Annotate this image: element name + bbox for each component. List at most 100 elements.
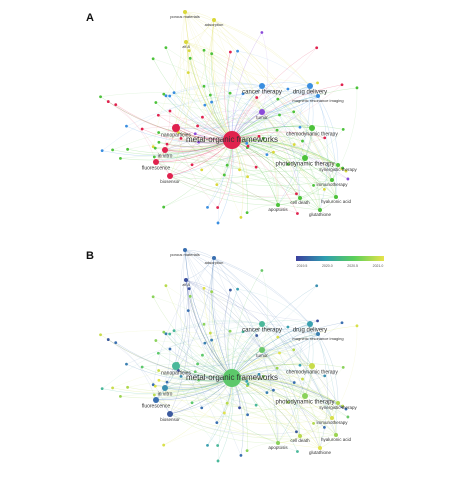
edge xyxy=(231,377,321,449)
node-dot xyxy=(157,378,161,382)
edge xyxy=(126,92,319,127)
edge xyxy=(175,279,189,367)
node-dot xyxy=(255,334,259,337)
edge xyxy=(126,363,233,381)
edge xyxy=(231,139,333,181)
node-label: magnetic resonance imaging xyxy=(292,98,343,103)
node xyxy=(172,362,180,370)
edge xyxy=(155,257,215,401)
edge xyxy=(102,323,263,389)
edge xyxy=(231,377,337,436)
edge xyxy=(299,197,321,211)
node-dot xyxy=(340,321,344,325)
node-dot xyxy=(114,341,118,344)
node xyxy=(172,124,180,132)
node-label: metal-organic frameworks xyxy=(186,373,278,382)
node-dot xyxy=(295,192,298,196)
node-dot xyxy=(241,92,245,96)
node-dot xyxy=(208,93,212,97)
node-dot xyxy=(228,329,232,333)
node xyxy=(259,109,265,115)
node-label: chemodynamic therapy xyxy=(286,369,338,375)
node-label: cell death xyxy=(290,200,310,205)
edge xyxy=(158,142,321,211)
node-dot xyxy=(323,374,327,378)
edge xyxy=(185,279,233,379)
edge xyxy=(164,375,325,395)
edge xyxy=(212,257,248,415)
edge xyxy=(175,127,257,168)
edge xyxy=(179,11,202,170)
edge xyxy=(277,127,313,206)
edge xyxy=(174,279,187,371)
edge xyxy=(231,369,325,379)
node-dot xyxy=(168,94,172,98)
edge xyxy=(108,339,233,379)
node xyxy=(316,94,320,98)
node-dot xyxy=(323,187,326,191)
node-dot xyxy=(187,287,191,291)
node-dot xyxy=(216,206,220,209)
edge xyxy=(164,111,263,151)
node-label: tumor xyxy=(256,115,268,120)
edge xyxy=(231,139,321,211)
edge xyxy=(213,257,295,383)
edge xyxy=(169,95,319,177)
node-dot xyxy=(301,377,304,381)
node-dot xyxy=(154,339,158,342)
edge xyxy=(231,325,358,379)
edge xyxy=(184,11,274,153)
node xyxy=(212,256,216,260)
edge xyxy=(189,296,233,379)
node-dot xyxy=(157,140,161,144)
node-dot xyxy=(200,406,204,410)
edge xyxy=(174,41,187,133)
node-dot xyxy=(210,338,214,342)
edge xyxy=(293,349,339,404)
edge xyxy=(164,149,339,172)
edge xyxy=(209,19,242,218)
edge xyxy=(317,95,339,166)
edge xyxy=(195,349,263,372)
node-dot xyxy=(276,97,280,101)
edge xyxy=(311,365,337,436)
edge xyxy=(175,127,279,206)
node-dot xyxy=(151,295,155,299)
edge xyxy=(185,41,339,166)
edge xyxy=(112,377,233,393)
node-dot xyxy=(312,183,315,187)
edge xyxy=(204,329,319,344)
edge xyxy=(224,289,233,379)
edge xyxy=(154,394,301,437)
edge xyxy=(213,19,306,159)
node-dot xyxy=(162,443,166,447)
edge xyxy=(155,19,215,163)
node-dot xyxy=(157,131,161,134)
edge xyxy=(164,47,317,151)
edge xyxy=(169,320,263,335)
edge xyxy=(261,82,311,87)
edge xyxy=(155,399,301,437)
edge xyxy=(288,164,337,198)
node-dot xyxy=(316,81,319,85)
edge xyxy=(210,94,313,129)
edge xyxy=(179,249,202,408)
node-dot xyxy=(296,450,299,453)
edge xyxy=(163,93,306,159)
edge xyxy=(164,285,317,389)
node-dot xyxy=(341,166,345,170)
edge xyxy=(331,325,358,419)
node-dot xyxy=(225,401,229,405)
edge xyxy=(203,288,233,379)
node-label: drug delivery xyxy=(293,328,327,334)
edge xyxy=(229,92,279,206)
node-dot xyxy=(125,124,128,128)
edge xyxy=(169,175,297,197)
node-label: tumor xyxy=(256,353,268,358)
edge xyxy=(231,377,339,404)
node-dot xyxy=(151,145,155,149)
edge xyxy=(185,19,215,43)
edge xyxy=(182,249,218,423)
node-dot xyxy=(165,142,169,146)
edge xyxy=(175,127,298,214)
